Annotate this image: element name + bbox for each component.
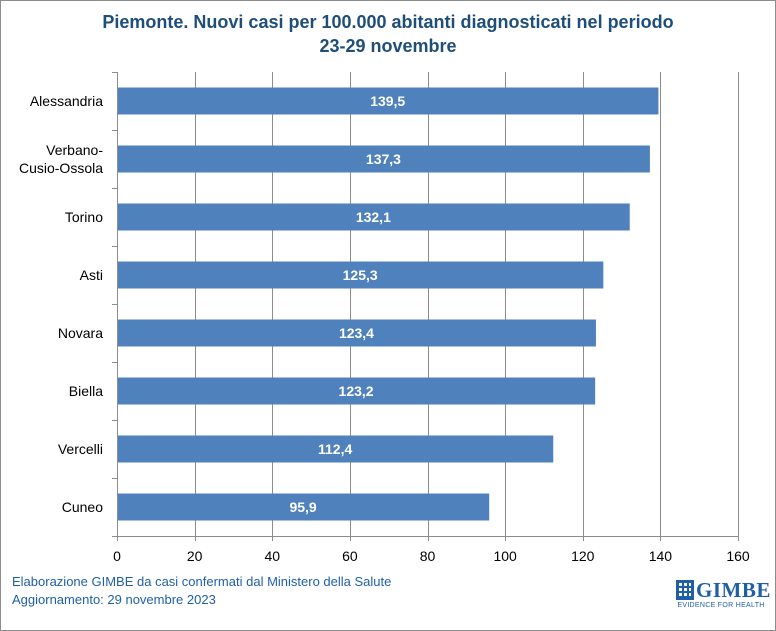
category-label-5: Biella <box>69 383 103 399</box>
x-tick-label-2: 40 <box>264 548 280 564</box>
gimbe-logo-icon <box>676 580 694 600</box>
category-label-2-line-0: Torino <box>65 209 103 225</box>
data-label-4: 123,4 <box>339 325 374 341</box>
bar-6 <box>118 435 554 463</box>
data-label-6: 112,4 <box>318 441 352 457</box>
bar-1 <box>118 145 650 173</box>
bar-4 <box>118 319 596 347</box>
chart-title-line2: 23-29 novembre <box>319 36 457 56</box>
bar-2 <box>118 203 630 231</box>
gimbe-logo: GIMBE EVIDENCE FOR HEALTH <box>676 578 770 614</box>
x-tick-label-4: 80 <box>420 548 436 564</box>
bar-3 <box>118 261 604 289</box>
data-label-1: 137,3 <box>366 151 401 167</box>
category-label-0-line-0: Alessandria <box>30 93 103 109</box>
category-label-3-line-0: Asti <box>80 267 103 283</box>
category-label-2: Torino <box>65 209 103 225</box>
category-label-4-line-0: Novara <box>58 325 103 341</box>
x-tick-label-7: 140 <box>649 548 673 564</box>
category-label-4: Novara <box>58 325 103 341</box>
footer-update: Aggiornamento: 29 novembre 2023 <box>12 592 216 607</box>
category-label-0: Alessandria <box>30 93 103 109</box>
category-label-1-line-0: Verbano- <box>46 142 103 158</box>
gimbe-logo-name: GIMBE <box>696 578 771 602</box>
data-label-2: 132,1 <box>356 209 391 225</box>
category-label-1-line-1: Cusio-Ossola <box>19 160 103 176</box>
bar-0 <box>118 87 659 115</box>
x-tick-label-8: 160 <box>726 548 750 564</box>
data-label-5: 123,2 <box>339 383 374 399</box>
chart-title: Piemonte. Nuovi casi per 100.000 abitant… <box>0 10 776 58</box>
data-label-7: 95,9 <box>289 499 316 515</box>
category-label-3: Asti <box>80 267 103 283</box>
chart-title-line1: Piemonte. Nuovi casi per 100.000 abitant… <box>102 12 674 32</box>
gimbe-logo-tagline: EVIDENCE FOR HEALTH <box>677 602 765 609</box>
bar-7 <box>118 493 490 521</box>
category-label-7-line-0: Cuneo <box>62 499 103 515</box>
bar-5 <box>118 377 596 405</box>
data-label-0: 139,5 <box>370 93 405 109</box>
category-label-6-line-0: Vercelli <box>58 441 103 457</box>
data-label-3: 125,3 <box>343 267 378 283</box>
footer-source: Elaborazione GIMBE da casi confermati da… <box>12 574 392 589</box>
x-tick-label-1: 20 <box>187 548 203 564</box>
category-label-1: Verbano- Cusio-Ossola <box>19 142 103 176</box>
x-tick-label-6: 120 <box>571 548 595 564</box>
x-tick-label-3: 60 <box>342 548 358 564</box>
category-label-5-line-0: Biella <box>69 383 103 399</box>
category-label-6: Vercelli <box>58 441 103 457</box>
x-tick-label-5: 100 <box>493 548 517 564</box>
footer-note: Elaborazione GIMBE da casi confermati da… <box>12 573 391 609</box>
category-label-7: Cuneo <box>62 499 103 515</box>
x-tick-label-0: 0 <box>113 548 121 564</box>
